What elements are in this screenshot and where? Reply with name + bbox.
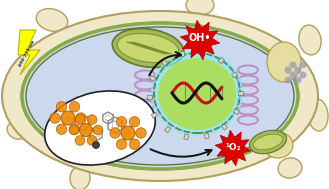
Bar <box>232 72 238 78</box>
Bar <box>204 133 209 139</box>
Circle shape <box>75 115 85 125</box>
Polygon shape <box>215 130 251 166</box>
Ellipse shape <box>278 158 302 178</box>
Ellipse shape <box>151 50 243 136</box>
Circle shape <box>129 117 140 127</box>
Circle shape <box>290 61 296 68</box>
Circle shape <box>75 136 85 145</box>
Circle shape <box>129 139 140 149</box>
Circle shape <box>92 142 99 149</box>
Circle shape <box>69 124 80 134</box>
Circle shape <box>299 61 307 68</box>
Circle shape <box>294 77 301 84</box>
Circle shape <box>93 125 103 135</box>
Ellipse shape <box>267 42 301 82</box>
Circle shape <box>56 124 67 134</box>
Circle shape <box>87 115 97 125</box>
Circle shape <box>294 67 301 74</box>
Circle shape <box>121 126 135 140</box>
Circle shape <box>116 139 127 149</box>
Ellipse shape <box>308 99 328 131</box>
Ellipse shape <box>2 11 318 181</box>
Polygon shape <box>180 20 220 60</box>
Bar <box>218 57 224 64</box>
Circle shape <box>299 71 307 78</box>
Circle shape <box>290 71 296 78</box>
Circle shape <box>116 117 127 127</box>
Circle shape <box>76 113 86 123</box>
Circle shape <box>69 125 79 135</box>
Bar <box>221 124 228 130</box>
Bar <box>149 75 156 81</box>
Ellipse shape <box>7 121 29 139</box>
Bar <box>162 60 168 66</box>
Ellipse shape <box>263 132 293 158</box>
Ellipse shape <box>117 33 179 63</box>
Ellipse shape <box>186 0 214 15</box>
Bar <box>233 109 240 115</box>
Bar <box>180 51 185 57</box>
Circle shape <box>69 101 80 112</box>
Circle shape <box>56 101 67 112</box>
Ellipse shape <box>70 166 90 189</box>
FancyArrowPatch shape <box>149 52 181 75</box>
Ellipse shape <box>45 91 155 165</box>
Bar <box>164 126 171 133</box>
Ellipse shape <box>158 58 236 130</box>
FancyArrowPatch shape <box>150 149 212 157</box>
Circle shape <box>87 136 97 145</box>
Bar <box>200 50 205 56</box>
Bar <box>184 134 189 140</box>
Bar <box>238 91 242 95</box>
Circle shape <box>61 111 75 125</box>
Circle shape <box>110 128 120 138</box>
Circle shape <box>50 113 60 123</box>
Ellipse shape <box>21 22 299 170</box>
Text: 400-700 nm: 400-700 nm <box>18 39 36 67</box>
Ellipse shape <box>36 9 68 31</box>
Ellipse shape <box>112 29 184 67</box>
Text: OH•: OH• <box>189 33 211 43</box>
Ellipse shape <box>299 25 321 55</box>
Polygon shape <box>18 30 40 75</box>
Circle shape <box>285 67 291 74</box>
Text: ¹O₂: ¹O₂ <box>225 143 241 152</box>
Ellipse shape <box>249 130 287 154</box>
Circle shape <box>136 128 146 138</box>
Ellipse shape <box>253 134 283 150</box>
Circle shape <box>80 123 92 136</box>
Bar <box>151 112 158 118</box>
Bar <box>146 95 151 99</box>
Circle shape <box>285 77 291 84</box>
